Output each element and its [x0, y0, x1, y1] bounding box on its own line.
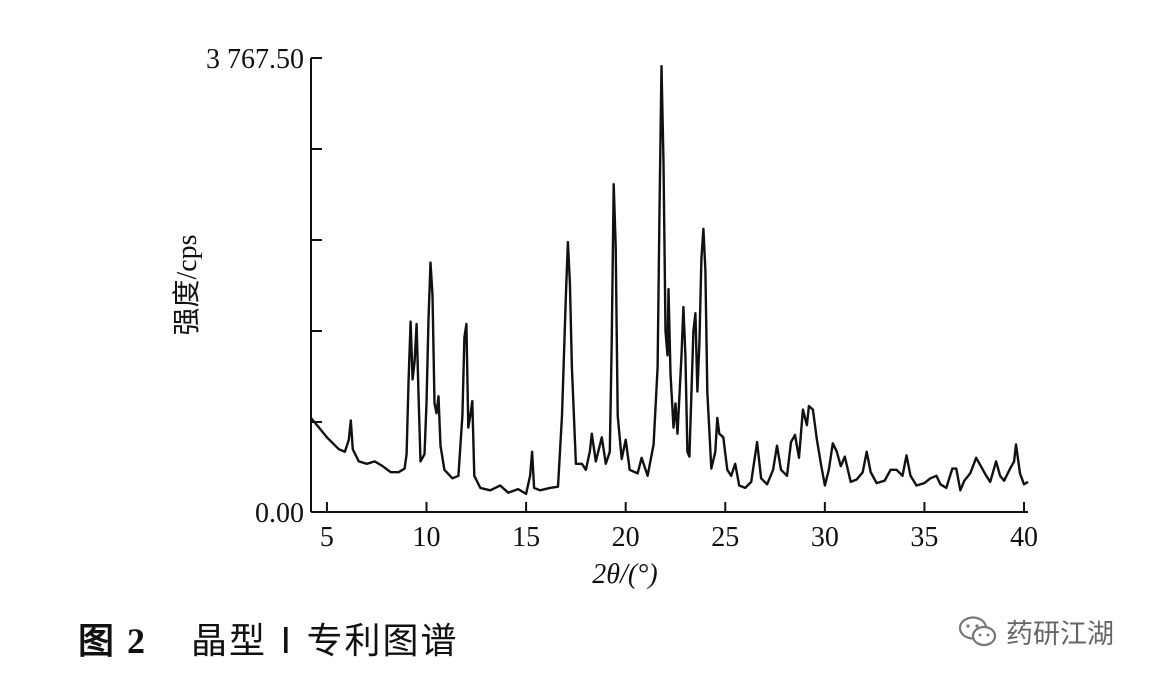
x-tick-label: 5	[320, 522, 334, 553]
y-tick-label-max: 3 767.50	[206, 44, 304, 75]
y-axis: 3 767.50 0.00 强度/cps	[171, 44, 322, 529]
watermark-text: 药研江湖	[1006, 619, 1114, 650]
xrd-pattern-line	[310, 64, 1029, 496]
y-axis-label: 强度/cps	[171, 234, 203, 335]
figure-title: 晶型 I 专利图谱	[191, 621, 459, 662]
x-axis: 2θ/(°) 5 10 15 20 25 30 35 40	[311, 502, 1038, 590]
x-tick-label: 15	[512, 522, 540, 553]
wechat-icon	[958, 615, 997, 646]
x-tick-label: 20	[612, 522, 640, 553]
x-tick-label: 40	[1010, 522, 1038, 553]
x-axis-label: 2θ/(°)	[592, 559, 657, 590]
x-tick-label: 30	[811, 522, 839, 553]
x-tick-label: 35	[910, 522, 938, 553]
watermark: 药研江湖	[958, 612, 1114, 651]
figure-number: 图 2	[78, 621, 148, 661]
figure-caption: 图 2 晶型 I 专利图谱	[78, 612, 459, 664]
x-tick-label: 25	[711, 522, 739, 553]
y-tick-label-min: 0.00	[255, 498, 304, 529]
xrd-chart: 3 767.50 0.00 强度/cps 2θ/(°) 5 10 15 20 25 30 3…	[171, 44, 1038, 590]
x-tick-label: 10	[413, 522, 441, 553]
